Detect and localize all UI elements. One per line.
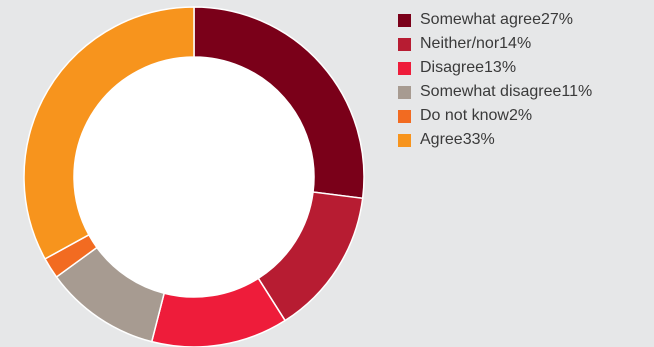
legend-label: Somewhat disagree	[420, 83, 562, 100]
legend-value: 14%	[499, 35, 532, 52]
legend-value: 27%	[540, 11, 573, 28]
legend-item: Disagree 13%	[398, 56, 592, 80]
legend-item: Neither/nor 14%	[398, 32, 592, 56]
legend-swatch	[398, 133, 411, 147]
legend-value: 2%	[508, 107, 533, 124]
legend-value: 11%	[561, 83, 593, 100]
legend-label: Do not know	[420, 107, 509, 124]
legend-swatch	[398, 13, 411, 27]
legend-label: Neither/nor	[420, 35, 500, 52]
legend-item: Do not know 2%	[398, 104, 592, 128]
legend-swatch	[398, 37, 411, 51]
donut-hole	[74, 57, 314, 297]
legend-swatch	[398, 61, 411, 75]
legend-value: 13%	[484, 59, 517, 76]
legend-swatch	[398, 85, 411, 99]
legend-label: Disagree	[420, 59, 485, 76]
legend-label: Agree	[420, 131, 463, 148]
legend-label: Somewhat agree	[420, 11, 541, 28]
legend-item: Somewhat disagree 11%	[398, 80, 592, 104]
legend-item: Somewhat agree 27%	[398, 8, 592, 32]
chart-legend: Somewhat agree 27% Neither/nor 14% Disagre…	[398, 8, 592, 152]
legend-value: 33%	[462, 131, 495, 148]
legend-item: Agree 33%	[398, 128, 592, 152]
legend-swatch	[398, 109, 411, 123]
